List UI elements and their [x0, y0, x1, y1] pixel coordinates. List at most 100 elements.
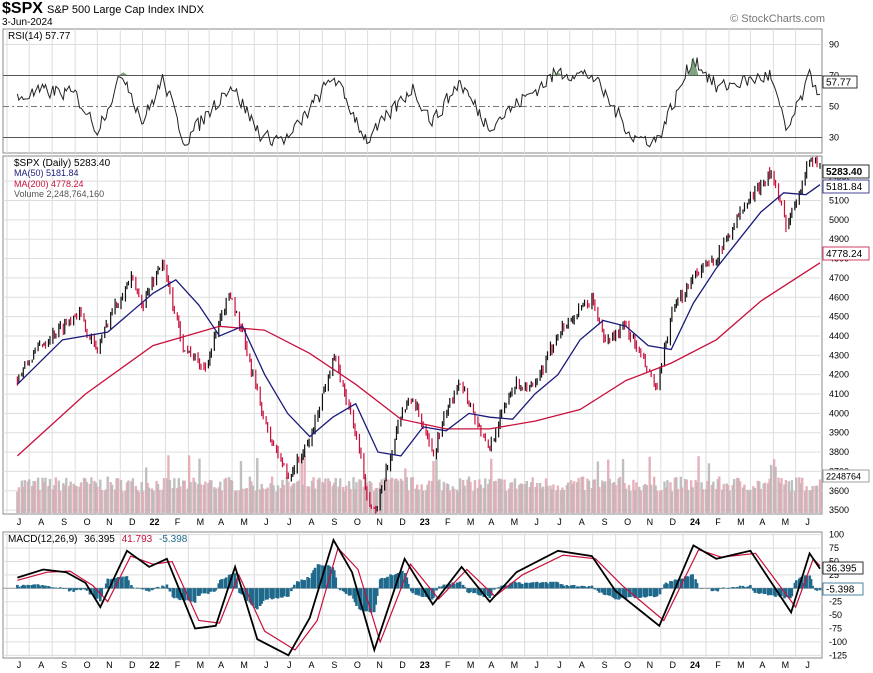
volume-bar: [787, 481, 791, 513]
volume-bar: [130, 481, 133, 513]
macd-histogram-bar: [399, 571, 403, 589]
credit-text[interactable]: © StockCharts.com: [730, 13, 825, 25]
macd-histogram-bar: [815, 588, 819, 591]
macd-histogram-bar: [269, 588, 272, 599]
macd-histogram-bar: [380, 577, 383, 589]
volume-bar: [457, 491, 460, 513]
macd-histogram-bar: [743, 587, 746, 589]
macd-histogram-bar: [581, 585, 585, 589]
volume-bar: [715, 489, 718, 513]
volume-bar: [741, 487, 745, 513]
volume-bar: [115, 478, 118, 513]
volume-bar: [704, 489, 708, 513]
volume-bar: [541, 486, 545, 513]
macd-histogram-bar: [372, 588, 376, 613]
macd-histogram-bar: [162, 586, 166, 589]
volume-bar: [343, 491, 346, 513]
macd-histogram-bar: [23, 585, 27, 589]
volume-bar: [752, 486, 755, 513]
volume-bar: [168, 480, 172, 513]
macd-histogram-bar: [809, 579, 813, 589]
macd-histogram-bar: [565, 585, 569, 589]
macd-histogram-bar: [633, 588, 637, 599]
macd-histogram-bar: [500, 585, 503, 589]
rsi-tick-label: 70: [829, 71, 839, 81]
volume-bar: [768, 478, 771, 513]
macd-histogram-bar: [254, 588, 258, 609]
macd-histogram-bar: [531, 582, 535, 589]
volume-bar: [803, 490, 807, 513]
volume-bar: [632, 479, 635, 513]
macd-histogram-bar: [638, 588, 641, 598]
macd-histogram-bar: [301, 580, 305, 589]
price-legend-ma200: MA(200) 4778.24: [14, 179, 84, 189]
macd-histogram-bar: [540, 582, 543, 589]
volume-bar: [290, 486, 293, 513]
x-axis-label: S: [331, 517, 337, 527]
macd-histogram-bar: [606, 588, 610, 596]
volume-bar: [567, 482, 570, 513]
ma50-value-label: 5181.84: [826, 182, 863, 193]
volume-bar: [701, 489, 705, 513]
x-axis-label: A: [308, 660, 314, 670]
x-axis-label: 24: [690, 660, 700, 670]
macd-histogram-bar: [127, 580, 130, 589]
macd-histogram-bar: [525, 582, 529, 589]
macd-histogram-bar: [577, 586, 580, 589]
macd-histogram-bar: [116, 577, 120, 589]
volume-bar: [259, 489, 262, 513]
last-price-label: 5283.40: [826, 167, 863, 178]
volume-bar: [171, 487, 175, 513]
macd-histogram-bar: [466, 588, 469, 593]
volume-bar: [352, 477, 355, 513]
macd-histogram-bar: [292, 584, 296, 589]
macd-histogram-bar: [643, 588, 647, 598]
price-tick-label: 4000: [829, 408, 849, 418]
x-axis-label: F: [175, 517, 181, 527]
macd-histogram-bar: [627, 588, 631, 598]
volume-bar: [364, 477, 367, 513]
volume-bar: [176, 488, 179, 513]
macd-value-label: 36.395: [826, 564, 857, 575]
macd-histogram-bar: [347, 588, 351, 596]
x-axis-label: M: [782, 517, 790, 527]
volume-bar: [109, 482, 112, 513]
macd-histogram-bar: [96, 588, 99, 599]
volume-bar: [137, 491, 140, 513]
price-tick-label: 4600: [829, 292, 849, 302]
x-axis-label: N: [376, 660, 383, 670]
macd-histogram-bar: [204, 588, 207, 594]
volume-bar: [59, 490, 62, 513]
macd-histogram-bar: [341, 588, 345, 592]
volume-bar: [669, 482, 672, 513]
volume-bar: [79, 482, 83, 513]
macd-histogram-bar: [75, 588, 78, 591]
macd-histogram-bar: [749, 584, 752, 589]
volume-bar: [518, 484, 521, 513]
volume-bar: [766, 483, 770, 513]
macd-histogram-bar: [683, 576, 687, 589]
macd-histogram-bar: [695, 583, 699, 589]
volume-bar: [229, 480, 232, 513]
macd-histogram-bar: [463, 586, 466, 589]
volume-bar: [602, 482, 605, 513]
volume-bar: [811, 486, 814, 513]
volume-bar: [41, 477, 44, 513]
macd-histogram-bar: [510, 582, 514, 589]
macd-histogram-bar: [124, 576, 127, 589]
volume-bar: [784, 479, 788, 513]
macd-histogram-bar: [272, 588, 275, 599]
macd-histogram-bar: [772, 588, 776, 596]
macd-histogram-bar: [36, 584, 40, 589]
volume-bar: [48, 478, 52, 513]
macd-histogram-bar: [266, 588, 269, 600]
price-legend-main: $SPX (Daily) 5283.40: [14, 158, 111, 169]
volume-bar: [494, 480, 497, 513]
macd-signal-line: [17, 546, 821, 651]
x-axis-label: N: [106, 660, 113, 670]
macd-histogram-bar: [183, 588, 187, 601]
volume-bar: [156, 484, 160, 513]
macd-histogram-bar: [59, 587, 62, 589]
x-axis-label: M: [197, 517, 205, 527]
macd-histogram-bar: [16, 584, 19, 589]
